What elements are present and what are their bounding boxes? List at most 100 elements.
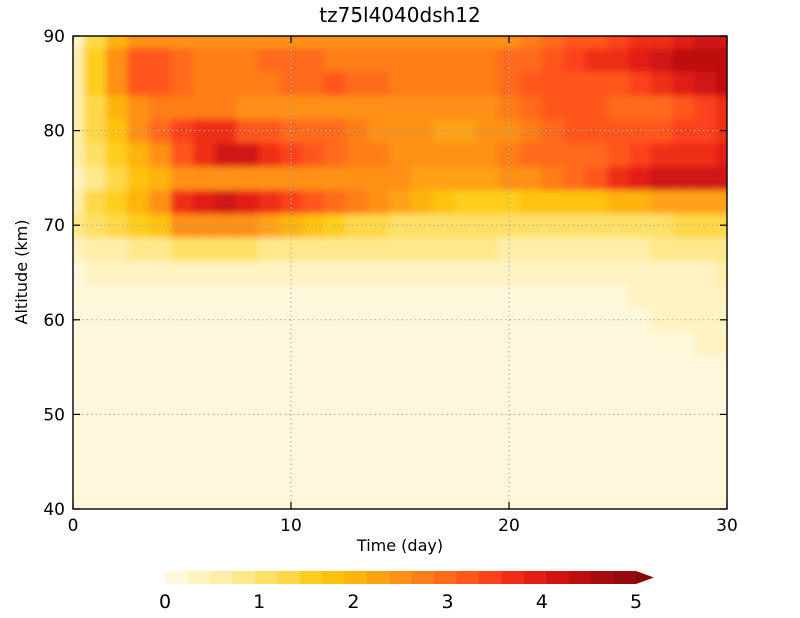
heatmap-cell — [301, 307, 325, 333]
heatmap-cell — [192, 71, 216, 96]
heatmap-cell — [149, 378, 172, 404]
heatmap-cell — [236, 142, 259, 167]
heatmap-cell — [127, 71, 150, 96]
heatmap-cell — [301, 36, 325, 49]
heatmap-cell — [149, 213, 172, 238]
heatmap-cell — [607, 449, 630, 475]
heatmap-cell — [323, 355, 347, 380]
heatmap-cell — [628, 284, 652, 309]
heatmap-cell — [149, 36, 172, 49]
heatmap-cell — [301, 449, 325, 475]
heatmap-cell — [476, 449, 499, 475]
heatmap-cell — [171, 426, 194, 451]
heatmap-cell — [410, 331, 434, 356]
heatmap-cell — [367, 402, 390, 427]
heatmap-cell — [410, 260, 434, 285]
heatmap-cell — [171, 47, 194, 73]
heatmap-cell — [607, 95, 630, 120]
heatmap-cell — [105, 36, 129, 49]
heatmap-cell — [236, 449, 259, 475]
colorbar-swatch — [456, 571, 480, 584]
heatmap-cell — [519, 118, 543, 144]
heatmap-cell — [192, 36, 216, 49]
heatmap-cell — [73, 166, 85, 191]
heatmap-cell — [105, 237, 129, 262]
heatmap-cell — [73, 378, 85, 404]
heatmap-cell — [585, 497, 608, 509]
heatmap-cell — [585, 237, 608, 262]
colorbar-label: 4 — [536, 591, 548, 613]
heatmap-cell — [236, 118, 259, 144]
heatmap-cell — [541, 284, 565, 309]
heatmap-cell — [650, 142, 674, 167]
heatmap-cell — [192, 378, 216, 404]
colorbar-swatch — [591, 571, 615, 584]
heatmap-cell — [127, 402, 150, 427]
heatmap-cell — [432, 213, 456, 238]
heatmap-cell — [694, 402, 717, 427]
heatmap-cell — [694, 142, 717, 167]
heatmap-cell — [171, 71, 194, 96]
heatmap-cell — [716, 142, 727, 167]
heatmap-cell — [280, 355, 303, 380]
heatmap-cell — [171, 497, 194, 509]
heatmap-cell — [476, 355, 499, 380]
colorbar-swatch — [299, 571, 323, 584]
heatmap-cell — [323, 142, 347, 167]
heatmap-cell — [258, 284, 281, 309]
heatmap-cell — [650, 260, 674, 285]
heatmap-cell — [73, 237, 85, 262]
heatmap-cell — [716, 36, 727, 49]
heatmap-cell — [432, 118, 456, 144]
heatmap-cell — [301, 284, 325, 309]
heatmap-cell — [716, 71, 727, 96]
heatmap-cell — [367, 355, 390, 380]
heatmap-cell — [301, 166, 325, 191]
heatmap-cell — [149, 142, 172, 167]
heatmap-cell — [432, 71, 456, 96]
heatmap-cell — [563, 237, 586, 262]
heatmap-cell — [389, 355, 412, 380]
heatmap-cell — [214, 47, 238, 73]
heatmap-cell — [367, 47, 390, 73]
heatmap-cell — [410, 426, 434, 451]
heatmap-cell — [410, 473, 434, 498]
colorbar-swatch — [232, 571, 256, 584]
heatmap-cell — [367, 449, 390, 475]
heatmap-cell — [563, 189, 586, 214]
colorbar-swatch — [389, 571, 413, 584]
heatmap-cell — [410, 71, 434, 96]
heatmap-cell — [628, 71, 652, 96]
heatmap-cell — [105, 307, 129, 333]
heatmap-cell — [672, 497, 695, 509]
heatmap-cell — [389, 449, 412, 475]
heatmap-cell — [323, 189, 347, 214]
heatmap-cell — [541, 378, 565, 404]
heatmap-cell — [432, 402, 456, 427]
heatmap-cell — [214, 95, 238, 120]
heatmap-cell — [476, 378, 499, 404]
heatmap-cell — [214, 213, 238, 238]
heatmap-cell — [258, 473, 281, 498]
colorbar-label: 2 — [347, 591, 359, 613]
heatmap-cell — [716, 378, 727, 404]
heatmap-cell — [192, 331, 216, 356]
heatmap-cell — [323, 95, 347, 120]
heatmap-cell — [192, 189, 216, 214]
heatmap-cell — [149, 307, 172, 333]
heatmap-cell — [323, 260, 347, 285]
heatmap-cell — [541, 213, 565, 238]
colorbar-swatch — [523, 571, 547, 584]
heatmap-cell — [367, 71, 390, 96]
heatmap-cell — [432, 307, 456, 333]
heatmap-cell — [258, 497, 281, 509]
heatmap-cell — [236, 166, 259, 191]
heatmap-cell — [73, 142, 85, 167]
heatmap-cell — [73, 473, 85, 498]
heatmap-cell — [83, 331, 107, 356]
x-tick-label: 20 — [498, 516, 520, 536]
heatmap-cell — [563, 378, 586, 404]
heatmap-cell — [716, 355, 727, 380]
heatmap-cell — [432, 449, 456, 475]
heatmap-cell — [498, 426, 521, 451]
